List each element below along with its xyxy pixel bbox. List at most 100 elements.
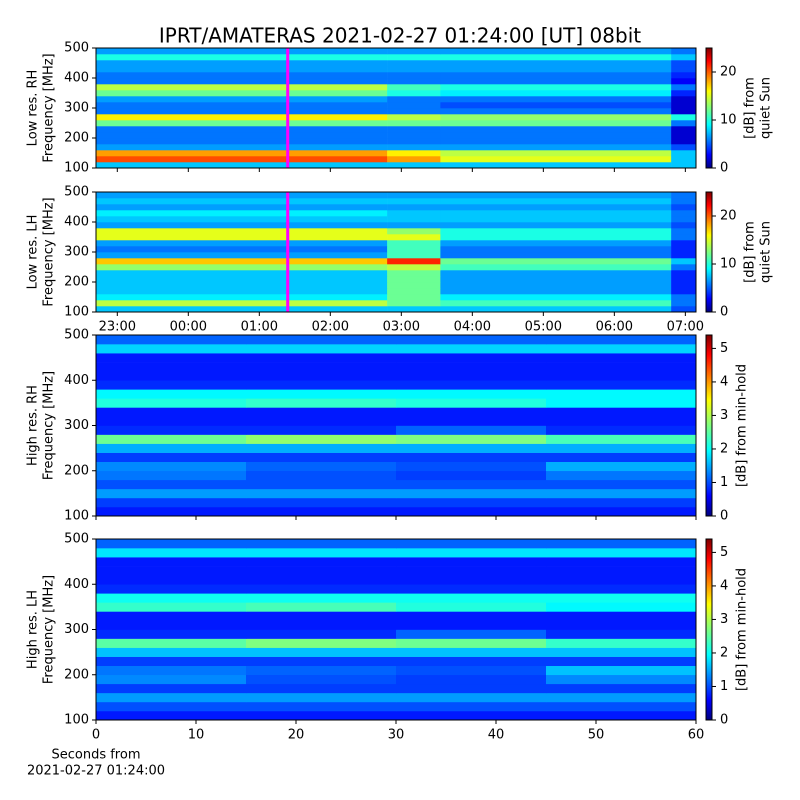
heatmap-cell	[246, 602, 397, 612]
heatmap-cell	[96, 416, 247, 426]
heatmap-cell	[396, 434, 547, 444]
heatmap-cell	[96, 48, 388, 55]
x-tick-label: 05:00	[525, 320, 562, 335]
heatmap-cell	[246, 389, 397, 399]
heatmap-cell	[671, 72, 697, 79]
heatmap-cell	[546, 506, 697, 517]
heatmap-cell	[671, 102, 697, 109]
y-axis-label: Low res. RH	[26, 70, 41, 147]
heatmap-cell	[246, 506, 397, 517]
heatmap-cell	[246, 692, 397, 703]
heatmap-cell	[96, 389, 247, 399]
heatmap-cell	[396, 593, 547, 603]
heatmap-cell	[546, 629, 697, 639]
heatmap-cell	[671, 216, 697, 223]
heatmap-cell	[96, 252, 388, 259]
heatmap-cell	[546, 461, 697, 472]
heatmap-cell	[440, 198, 672, 205]
x-tick-label: 04:00	[454, 320, 491, 335]
heatmap-cell	[246, 674, 397, 685]
y-tick-label: 100	[64, 305, 89, 320]
heatmap-cell	[96, 108, 388, 115]
heatmap-cell	[96, 78, 388, 85]
heatmap-cell	[387, 222, 441, 229]
heatmap-cell	[671, 120, 697, 127]
heatmap-cell	[246, 620, 397, 630]
heatmap-cell	[546, 620, 697, 630]
heatmap-cell	[96, 276, 388, 283]
heatmap-cell	[96, 246, 388, 253]
heatmap-cell	[671, 246, 697, 253]
heatmap-cell	[387, 150, 441, 157]
y-tick-label: 200	[64, 463, 89, 478]
heatmap-cell	[440, 264, 672, 271]
heatmap-cell	[246, 575, 397, 585]
heatmap-cell	[246, 443, 397, 453]
heatmap-cell	[440, 66, 672, 73]
heatmap-cell	[671, 156, 697, 163]
heatmap-cell	[396, 692, 547, 703]
heatmap-cell	[96, 380, 247, 390]
colorbar-tick-label: 3	[720, 612, 728, 627]
heatmap-cell	[387, 72, 441, 79]
heatmap-cell	[246, 461, 397, 472]
heatmap-cell	[671, 90, 697, 97]
heatmap-cell	[440, 102, 672, 109]
heatmap-cell	[671, 258, 697, 265]
heatmap-cell	[671, 234, 697, 241]
heatmap-cell	[546, 584, 697, 594]
heatmap-cell	[387, 300, 441, 307]
heatmap-cell	[96, 294, 388, 301]
heatmap-cell	[396, 548, 547, 558]
heatmap-cell	[671, 300, 697, 307]
heatmap-cell	[440, 138, 672, 145]
heatmap-cell	[396, 638, 547, 648]
heatmap-cell	[387, 294, 441, 301]
y-tick-label: 200	[64, 131, 89, 146]
heatmap-cell	[96, 683, 247, 694]
heatmap-cell	[96, 270, 388, 277]
heatmap-cell	[387, 306, 441, 313]
colorbar-tick-label: 2	[720, 645, 728, 660]
heatmap-cell	[387, 270, 441, 277]
x-tick-label: 60	[688, 728, 705, 743]
heatmap-cell	[96, 710, 247, 721]
heatmap-cell	[440, 252, 672, 259]
heatmap-cell	[96, 629, 247, 639]
colorbar	[705, 191, 713, 313]
heatmap-cell	[96, 60, 388, 67]
heatmap-cell	[96, 353, 247, 363]
heatmap-cell	[96, 344, 247, 354]
heatmap-cell	[396, 479, 547, 490]
x-tick-label: 23:00	[99, 320, 136, 335]
heatmap-cell	[546, 548, 697, 558]
heatmap-cell	[671, 84, 697, 91]
heatmap-cell	[396, 602, 547, 612]
heatmap-cell	[246, 665, 397, 676]
heatmap-cell	[671, 306, 697, 313]
heatmap-cell	[387, 204, 441, 211]
heatmap-cell	[440, 150, 672, 157]
heatmap-cell	[96, 425, 247, 435]
heatmap-cell	[246, 335, 397, 345]
heatmap-cell	[246, 425, 397, 435]
x-axis-label: 2021-02-27 01:24:00	[27, 764, 165, 779]
heatmap-cell	[387, 216, 441, 223]
heatmap-cell	[246, 452, 397, 462]
heatmap-cell	[396, 425, 547, 435]
heatmap-cell	[440, 306, 672, 313]
x-tick-label: 02:00	[312, 320, 349, 335]
heatmap-cell	[440, 300, 672, 307]
heatmap-cell	[671, 96, 697, 103]
heatmap-cell	[440, 144, 672, 151]
heatmap-cell	[96, 539, 247, 549]
heatmap-cell	[96, 264, 388, 271]
heatmap-cell	[546, 593, 697, 603]
heatmap-cell	[96, 620, 247, 630]
heatmap-cell	[546, 353, 697, 363]
heatmap-cell	[96, 132, 388, 139]
heatmap-cell	[96, 150, 388, 157]
colorbar-tick-label: 5	[720, 341, 728, 356]
heatmap-cell	[440, 270, 672, 277]
